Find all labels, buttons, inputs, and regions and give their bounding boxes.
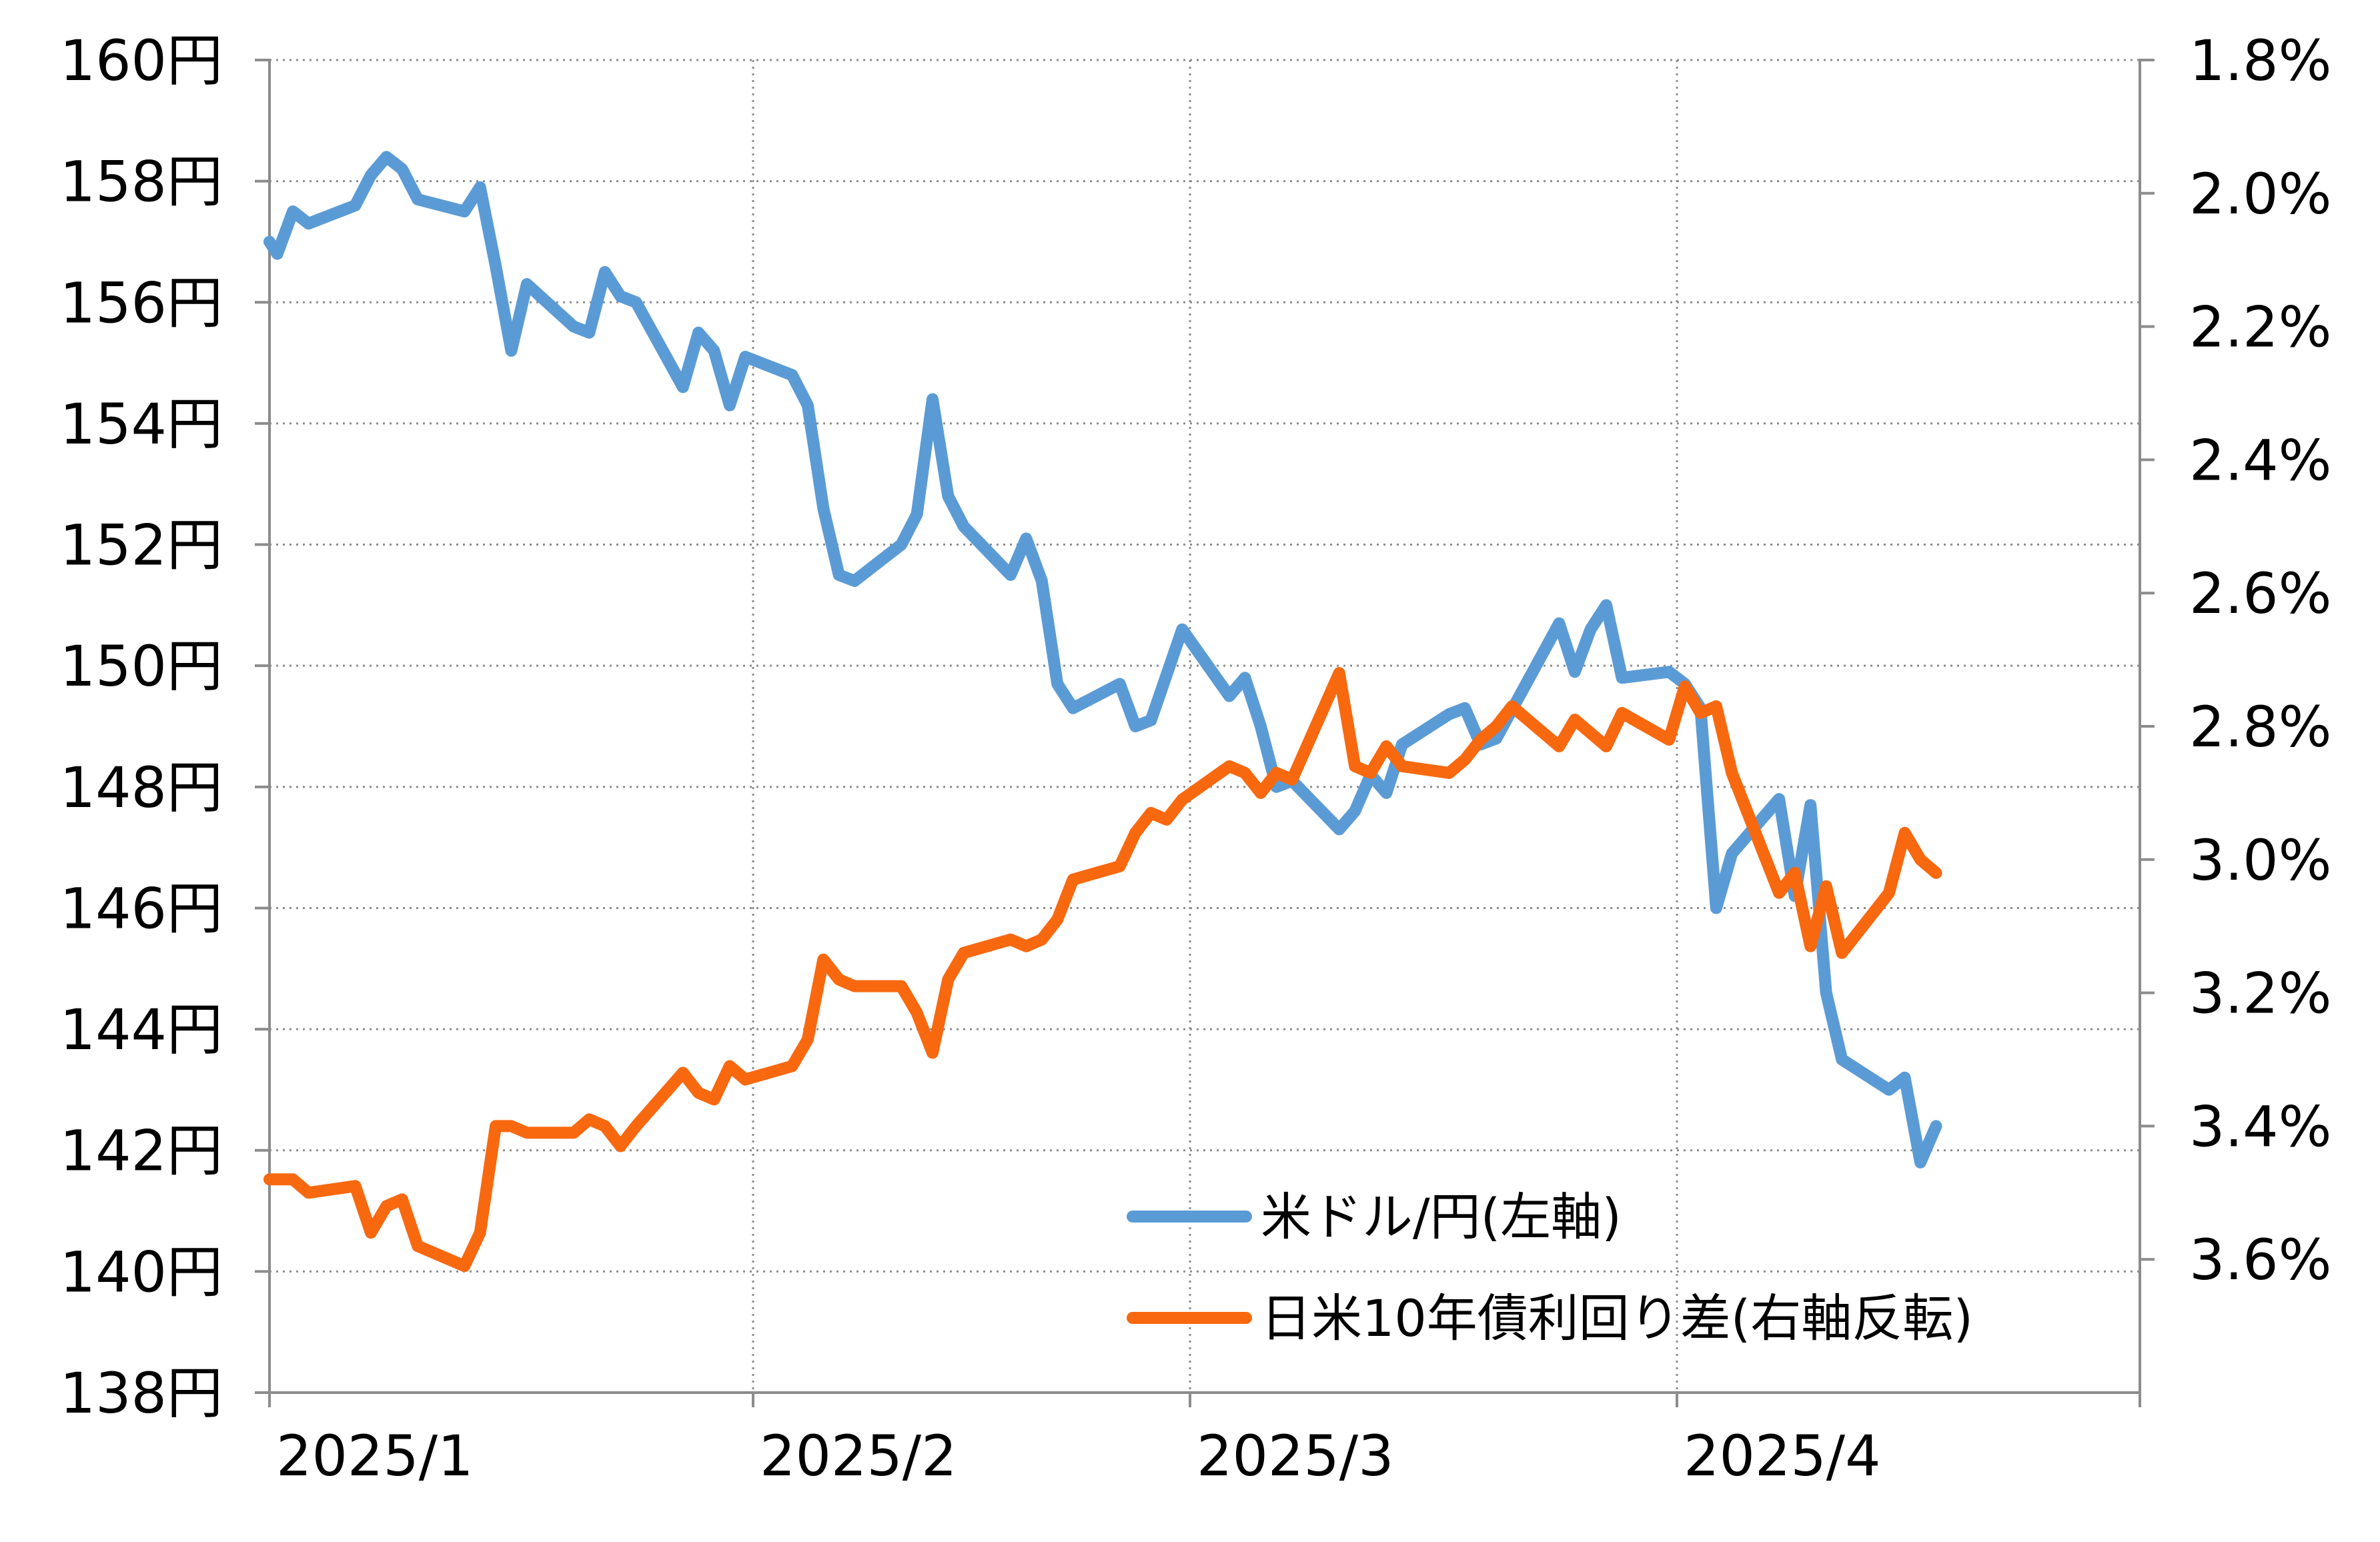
y-left-tick-label: 146円 [60,876,223,941]
x-tick-label: 2025/4 [1684,1423,1881,1489]
series-line-2 [263,667,1942,1273]
y-right-tick-label: 2.4% [2189,428,2331,493]
y-left-tick-label: 148円 [60,755,223,820]
y-right-tick-label: 3.0% [2189,828,2331,893]
y-left-tick-label: 142円 [60,1118,223,1184]
legend-layer: 米ドル/円(左軸) 日米10年債利回り差(右軸反転) [1127,1187,1973,1348]
x-tick-label: 2025/1 [276,1423,474,1489]
x-tick-label: 2025/2 [760,1423,957,1489]
y-left-tick-label: 154円 [60,392,223,457]
y-right-tick-label: 3.4% [2189,1094,2331,1159]
y-left-tick-label: 156円 [60,270,223,335]
y-left-tick-label: 160円 [60,28,223,93]
y-left-tick-label: 152円 [60,513,223,578]
axis-layer: 160円 158円 156円 154円 152円 150円 148円 146円 144円 142円… [60,28,2332,1489]
y-left-tick-label: 158円 [60,149,223,215]
y-left-tick-label: 144円 [60,997,223,1062]
x-tick-label: 2025/3 [1197,1423,1394,1489]
y-right-tick-label: 2.0% [2189,161,2331,227]
y-right-tick-label: 2.6% [2189,561,2331,626]
y-left-tick-label: 140円 [60,1239,223,1305]
y-right-tick-label: 3.2% [2189,961,2331,1026]
y-right-tick-label: 1.8% [2189,28,2331,93]
series-line-1 [263,151,1942,1169]
y-right-tick-label: 2.8% [2189,694,2331,760]
y-right-tick-label: 2.2% [2189,295,2331,360]
series-layer [263,151,1942,1273]
y-right-tick-label: 3.6% [2189,1227,2331,1293]
legend-label-1: 米ドル/円(左軸) [1261,1187,1622,1247]
legend-label-2: 日米10年債利回り差(右軸反転) [1261,1289,1973,1348]
y-left-tick-label: 138円 [60,1361,223,1426]
y-left-tick-label: 150円 [60,634,223,699]
